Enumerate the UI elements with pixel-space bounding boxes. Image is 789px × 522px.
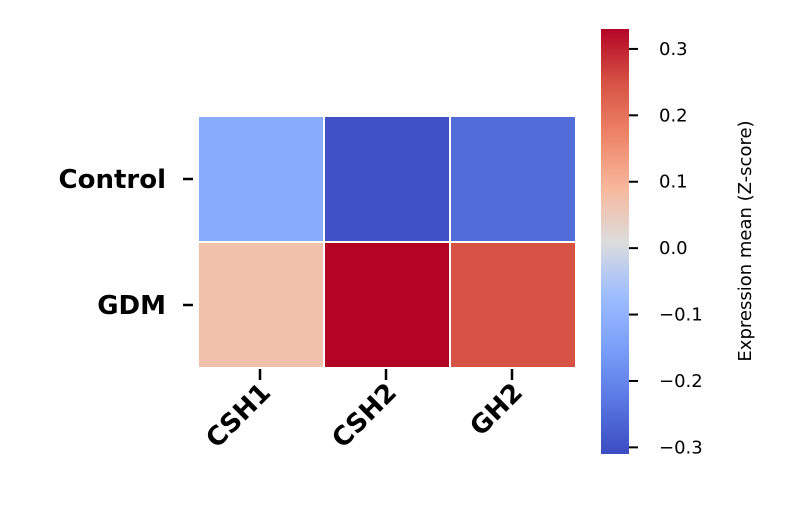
row-labels: Control GDM [59,165,166,321]
heatmap-cell-control-csh1 [197,115,325,243]
column-tick-marks [258,369,514,380]
colorbar-gradient [601,29,629,454]
column-label: GH2 [464,378,528,442]
column-labels: CSH1 CSH2 GH2 [200,378,528,454]
heatmap-cell-gdm-gh2 [449,241,577,369]
colorbar-tick-label: 0.2 [659,105,688,126]
heatmap-cells [197,115,577,369]
row-label: GDM [97,291,166,321]
colorbar-tick-label: −0.2 [659,371,703,392]
column-label: CSH2 [326,378,402,454]
colorbar-tick-label: 0.0 [659,238,688,259]
heatmap-cell-control-csh2 [323,115,451,243]
colorbar [601,29,629,454]
colorbar-tick-label: 0.3 [659,39,688,60]
colorbar-ticks: −0.3 −0.2 −0.1 0.0 0.1 0.2 0.3 [629,39,703,458]
colorbar-tick-label: 0.1 [659,172,688,193]
row-label: Control [59,165,166,195]
column-label: CSH1 [200,378,276,454]
heatmap-cell-gdm-csh2 [323,241,451,369]
heatmap-cell-control-gh2 [449,115,577,243]
row-tick-marks [183,177,193,307]
colorbar-label: Expression mean (Z-score) [735,120,756,361]
heatmap-cell-gdm-csh1 [197,241,325,369]
colorbar-tick-label: −0.3 [659,437,703,458]
colorbar-tick-label: −0.1 [659,305,703,326]
